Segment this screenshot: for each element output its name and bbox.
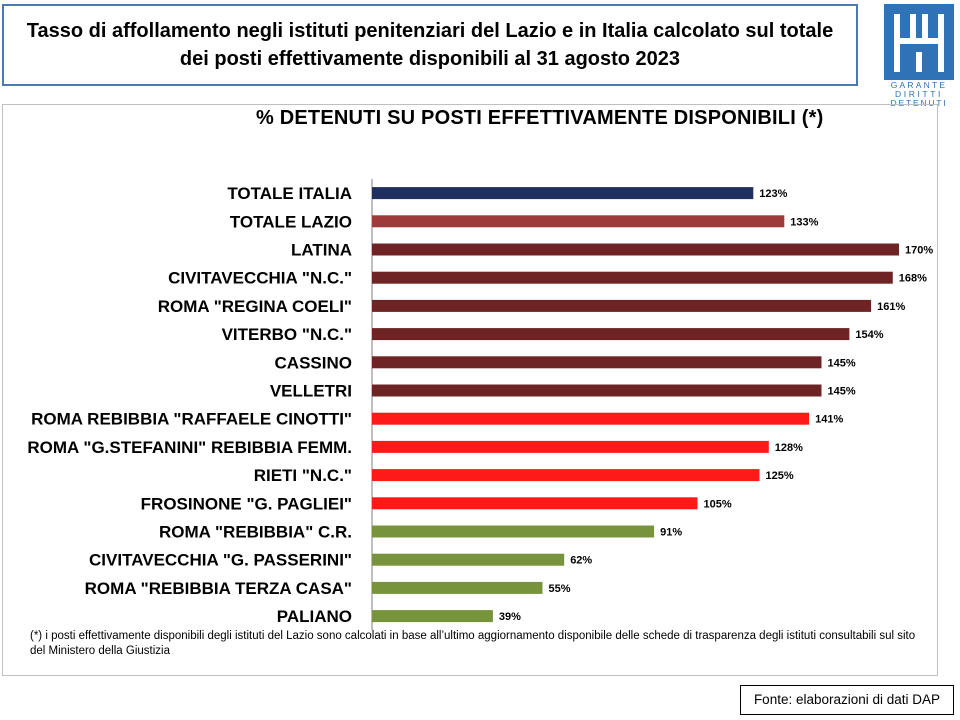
data-label: 55% (549, 583, 571, 595)
bar (372, 328, 850, 341)
data-label: 91% (660, 527, 682, 539)
bar (372, 581, 543, 594)
data-label: 145% (828, 386, 856, 398)
data-label: 161% (877, 301, 905, 313)
title-line-1: Tasso di affollamento negli istituti pen… (26, 20, 834, 42)
bar (372, 412, 810, 425)
bar (372, 553, 565, 566)
data-label: 133% (790, 216, 818, 228)
data-label: 145% (828, 357, 856, 369)
category-label: ROMA REBIBBIA "RAFFAELE CINOTTI" (31, 410, 352, 429)
bar (372, 356, 822, 369)
logo-word-2: DIRITTI (895, 89, 943, 99)
category-label: TOTALE ITALIA (227, 184, 352, 203)
data-label: 154% (855, 329, 883, 341)
title-box: Tasso di affollamento negli istituti pen… (2, 4, 858, 86)
category-label: LATINA (291, 241, 352, 260)
bar (372, 271, 893, 284)
logo-word-3: DETENUTI (891, 98, 948, 106)
category-label: CASSINO (275, 353, 352, 372)
data-label: 105% (704, 498, 732, 510)
bar (372, 610, 493, 623)
bar (372, 187, 754, 200)
bar (372, 215, 785, 228)
garante-logo: GARANTE DIRITTI DETENUTI (884, 4, 954, 106)
category-label: RIETI "N.C." (254, 466, 352, 485)
category-label: CIVITAVECCHIA "N.C." (168, 269, 352, 288)
category-label: ROMA "REBIBBIA TERZA CASA" (85, 579, 352, 598)
category-label: ROMA "REBIBBIA" C.R. (159, 523, 352, 542)
chart-title: % DETENUTI SU POSTI EFFETTIVAMENTE DISPO… (256, 107, 824, 129)
data-label: 170% (905, 245, 933, 257)
category-label: ROMA "G.STEFANINI" REBIBBIA FEMM. (27, 438, 352, 457)
bar (372, 469, 760, 482)
title-line-2: dei posti effettivamente disponibili al … (179, 48, 681, 70)
data-label: 123% (759, 188, 787, 200)
data-label: 62% (570, 555, 592, 567)
data-label: 39% (499, 611, 521, 623)
bar (372, 243, 899, 256)
category-label: CIVITAVECCHIA "G. PASSERINI" (89, 551, 352, 570)
chart-frame (2, 104, 938, 676)
bar (372, 384, 822, 397)
bar (372, 497, 698, 510)
category-label: VITERBO "N.C." (222, 325, 352, 344)
data-label: 168% (899, 273, 927, 285)
bar (372, 299, 872, 312)
data-label: 128% (775, 442, 803, 454)
bar (372, 525, 655, 538)
logo-word-1: GARANTE (891, 80, 948, 90)
data-label: 141% (815, 414, 843, 426)
category-label: VELLETRI (270, 382, 352, 401)
category-label: PALIANO (277, 607, 352, 626)
category-label: ROMA "REGINA COELI" (158, 297, 352, 316)
footnote: (*) i posti effettivamente disponibili d… (30, 630, 916, 657)
bar (372, 440, 769, 453)
category-label: FROSINONE "G. PAGLIEI" (141, 494, 352, 513)
category-label: TOTALE LAZIO (230, 212, 352, 231)
source-box: Fonte: elaborazioni di dati DAP (740, 685, 954, 715)
data-label: 125% (766, 470, 794, 482)
